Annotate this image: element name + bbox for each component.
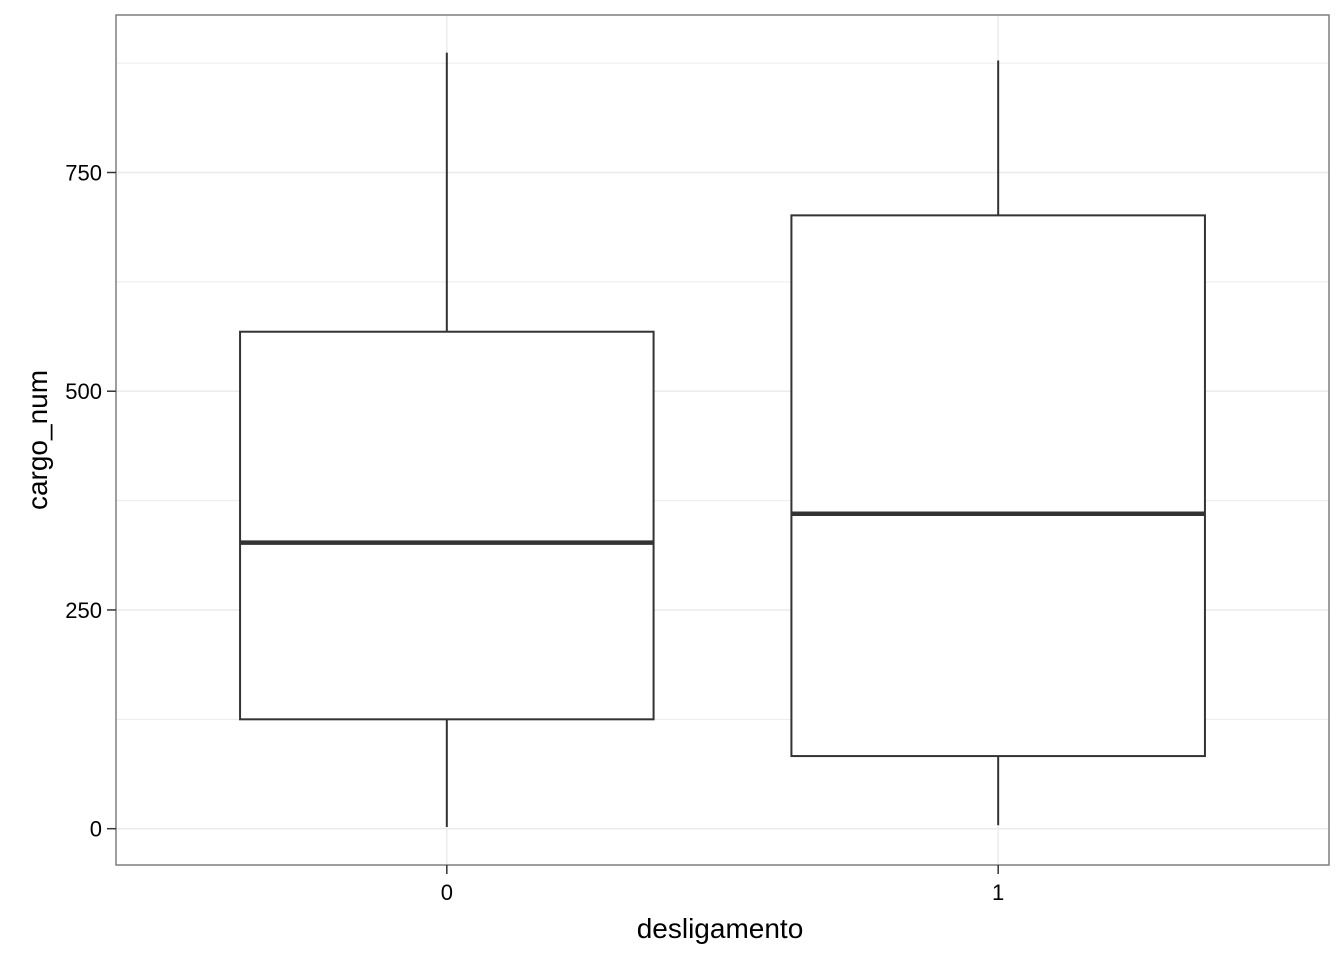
y-axis-title: cargo_num xyxy=(22,370,53,510)
box-iqr xyxy=(790,214,1206,758)
box-0 xyxy=(239,52,655,827)
x-tick-label: 0 xyxy=(441,880,453,905)
y-tick-label: 250 xyxy=(65,598,102,623)
y-tick-label: 0 xyxy=(90,817,102,842)
box-series xyxy=(239,52,1206,827)
panel-border xyxy=(115,14,1330,866)
x-tick-label: 1 xyxy=(992,880,1004,905)
x-axis-title: desligamento xyxy=(637,913,804,944)
y-tick-label: 500 xyxy=(65,379,102,404)
box-iqr xyxy=(239,330,655,721)
box-1 xyxy=(790,60,1206,826)
y-tick-label: 750 xyxy=(65,160,102,185)
y-axis: 0 250 500 750 xyxy=(65,160,116,842)
